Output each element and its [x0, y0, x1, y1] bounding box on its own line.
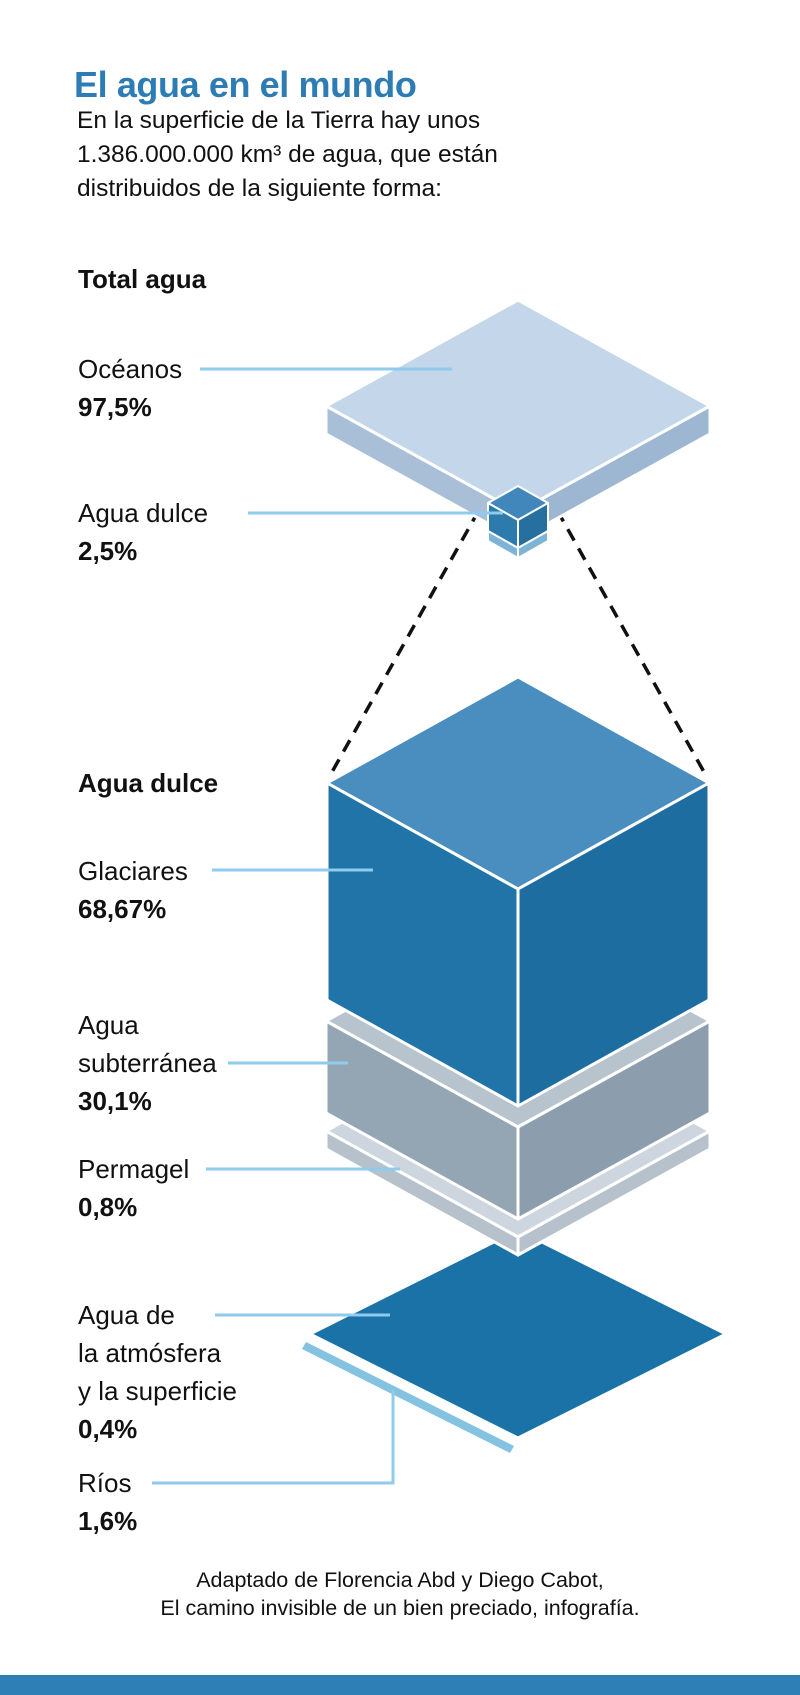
label-oceanos: Océanos 97,5%: [78, 350, 182, 426]
permafrost-slab-right-face: [516, 1129, 712, 1257]
zoom-dashed-line-left: [330, 509, 481, 773]
intro-line: 1.386.000.000 km³ de agua, que están: [77, 141, 498, 168]
label-oceanos-name: Océanos: [78, 354, 183, 384]
section-heading-total-agua: Total agua: [78, 264, 207, 294]
label-agua-dulce: Agua dulce 2,5%: [78, 494, 208, 570]
label-glaciares-value: 68,67%: [78, 894, 167, 924]
groundwater-slab-right-face: [516, 1019, 712, 1221]
intro-line: distribuidos de la siguiente forma:: [77, 175, 442, 202]
attribution: Adaptado de Florencia Abd y Diego Cabot,…: [0, 1566, 800, 1622]
rivers-leader-line: [152, 1390, 395, 1485]
glaciers-cube-right-face: [516, 781, 711, 1108]
label-rios-value: 1,6%: [78, 1506, 138, 1536]
label-agua-subterranea-name: subterránea: [78, 1048, 217, 1078]
label-agua-subterranea-value: 30,1%: [78, 1086, 152, 1116]
rivers-stripe: [302, 1342, 514, 1453]
label-permagel-value: 0,8%: [78, 1192, 138, 1222]
attribution-line: Adaptado de Florencia Abd y Diego Cabot,: [196, 1568, 604, 1592]
label-permagel: Permagel 0,8%: [78, 1150, 189, 1226]
zoom-dashed-line-right: [555, 509, 706, 773]
label-rios: Ríos 1,6%: [78, 1464, 137, 1540]
label-glaciares: Glaciares 68,67%: [78, 852, 188, 928]
attribution-line: El camino invisible de un bien preciado,…: [160, 1596, 640, 1620]
freshwater-minicube-base-right: [517, 530, 549, 559]
label-agua-dulce-name: Agua dulce: [78, 498, 209, 528]
label-oceanos-value: 97,5%: [78, 392, 152, 422]
label-atmosfera: Agua de la atmósfera y la superficie 0,4…: [78, 1296, 237, 1448]
label-atmosfera-name: Agua de: [78, 1300, 175, 1330]
atmosphere-diamond: [308, 1228, 728, 1440]
label-atmosfera-value: 0,4%: [78, 1414, 138, 1444]
label-agua-subterranea: Agua subterránea 30,1%: [78, 1006, 217, 1120]
label-glaciares-name: Glaciares: [78, 856, 188, 886]
intro-line: En la superficie de la Tierra hay unos: [77, 107, 481, 134]
label-permagel-name: Permagel: [78, 1154, 190, 1184]
label-agua-subterranea-name: Agua: [78, 1010, 139, 1040]
intro-paragraph: En la superficie de la Tierra hay unos 1…: [77, 104, 498, 206]
oceans-slab-top-face: [324, 298, 712, 514]
footer-bar: [0, 1675, 800, 1695]
page-title: El agua en el mundo: [74, 64, 417, 106]
label-agua-dulce-value: 2,5%: [78, 536, 138, 566]
label-atmosfera-name: la atmósfera: [78, 1338, 222, 1368]
section-heading-agua-dulce: Agua dulce: [78, 768, 219, 798]
label-atmosfera-name: y la superficie: [78, 1376, 237, 1406]
label-rios-name: Ríos: [78, 1468, 132, 1498]
